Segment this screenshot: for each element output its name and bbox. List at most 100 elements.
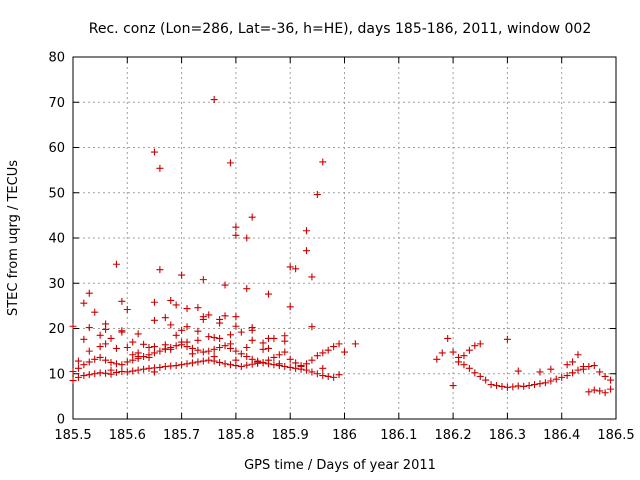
data-point — [199, 348, 207, 356]
data-point — [569, 358, 577, 366]
data-point — [281, 348, 289, 356]
y-tick-label: 50 — [48, 186, 65, 201]
data-point — [85, 347, 93, 355]
data-point — [460, 361, 468, 369]
data-point — [302, 366, 310, 374]
data-point — [123, 344, 131, 352]
data-point — [292, 265, 300, 273]
data-point — [172, 362, 180, 370]
data-point — [237, 328, 245, 336]
x-tick-label: 186 — [332, 428, 357, 443]
data-point — [205, 333, 213, 341]
data-point — [449, 348, 457, 356]
data-point — [210, 96, 218, 104]
data-point — [134, 349, 142, 357]
data-point — [199, 357, 207, 365]
data-point — [465, 346, 473, 354]
x-tick-label: 185.8 — [217, 428, 254, 443]
data-point — [330, 373, 338, 381]
y-tick-label: 20 — [48, 322, 65, 337]
data-point — [216, 334, 224, 342]
data-point — [123, 305, 131, 313]
data-point — [96, 353, 104, 361]
data-point — [156, 347, 164, 355]
data-point — [156, 266, 164, 274]
data-point — [232, 313, 240, 321]
data-point — [226, 361, 234, 369]
y-tick-label: 0 — [57, 413, 65, 428]
data-point — [264, 344, 272, 352]
data-point — [145, 344, 153, 352]
data-point — [107, 366, 115, 374]
data-point — [248, 355, 256, 363]
data-point — [335, 371, 343, 379]
y-tick-label: 30 — [48, 277, 65, 292]
data-point — [259, 339, 267, 347]
data-point — [216, 344, 224, 352]
data-point — [319, 372, 327, 380]
data-point — [80, 335, 88, 343]
data-point — [552, 375, 560, 383]
data-point — [471, 342, 479, 350]
data-points — [69, 96, 615, 397]
data-point — [183, 323, 191, 331]
y-axis-label: STEC from uqrg / TECUs — [6, 160, 21, 316]
data-point — [194, 304, 202, 312]
data-point — [226, 340, 234, 348]
data-point — [590, 362, 598, 370]
data-point — [74, 373, 82, 381]
y-tick-label: 70 — [48, 96, 65, 111]
data-point — [85, 371, 93, 379]
data-point — [85, 358, 93, 366]
data-point — [91, 370, 99, 378]
data-point — [107, 334, 115, 342]
data-point — [140, 365, 148, 373]
data-point — [221, 360, 229, 368]
x-axis-ticks: 185.5 185.6 185.7 185.8 185.9 186 186.1 186.2 18… — [54, 57, 635, 443]
data-point — [243, 234, 251, 242]
data-point — [85, 289, 93, 297]
data-point — [221, 312, 229, 320]
data-point — [574, 366, 582, 374]
data-point — [541, 379, 549, 387]
data-point — [319, 349, 327, 357]
data-point — [286, 355, 294, 363]
data-point — [107, 358, 115, 366]
data-point — [596, 387, 604, 395]
data-point — [590, 386, 598, 394]
data-point — [585, 388, 593, 396]
data-point — [275, 351, 283, 359]
data-point — [167, 321, 175, 329]
data-point — [520, 382, 528, 390]
data-point — [210, 353, 218, 361]
data-point — [460, 352, 468, 360]
data-point — [194, 327, 202, 335]
data-point — [69, 367, 77, 375]
data-point — [194, 358, 202, 366]
data-point — [243, 353, 251, 361]
data-point — [80, 299, 88, 307]
data-point — [69, 377, 77, 385]
data-point — [302, 247, 310, 255]
data-point — [324, 346, 332, 354]
data-point — [335, 340, 343, 348]
chart-title: Rec. conz (Lon=286, Lat=-36, h=HE), days… — [89, 21, 591, 37]
data-point — [351, 340, 359, 348]
y-axis-ticks: 0 10 20 30 40 50 60 70 80 — [48, 51, 616, 428]
data-point — [80, 361, 88, 369]
data-point — [243, 344, 251, 352]
data-point — [194, 346, 202, 354]
data-point — [607, 385, 615, 393]
data-point — [112, 360, 120, 368]
data-point — [118, 297, 126, 305]
data-point — [129, 351, 137, 359]
data-point — [286, 263, 294, 271]
x-axis-label: GPS time / Days of year 2011 — [244, 458, 436, 473]
data-point — [150, 368, 158, 376]
data-point — [232, 223, 240, 231]
data-point — [607, 376, 615, 384]
x-tick-label: 185.6 — [109, 428, 146, 443]
data-point — [172, 342, 180, 350]
data-point — [433, 355, 441, 363]
